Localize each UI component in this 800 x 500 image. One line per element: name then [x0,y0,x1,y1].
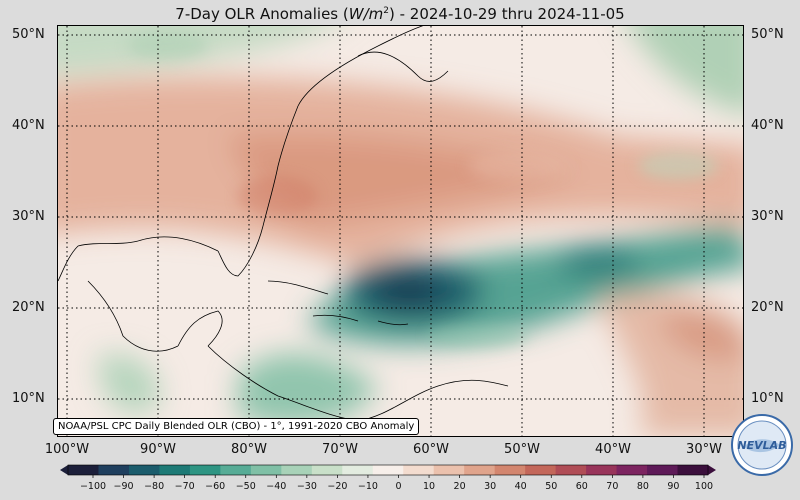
svg-text:NEVLAB: NEVLAB [737,439,786,452]
colorbar-segment [68,465,99,475]
anomaly-texture [128,32,718,348]
colorbar-segment [525,465,557,475]
colorbar-tick-label: 60 [576,481,588,492]
colorbar-tick-label: 70 [606,481,618,492]
colorbar-tick-label: −20 [327,481,347,492]
colorbar-segment [403,465,435,475]
colorbar-segments [60,464,716,476]
colorbar-arrow-max [708,465,716,475]
lat-label-40n: 40°N [12,118,45,133]
lon-label-90w: 90°W [140,442,176,457]
colorbar-segment [311,465,343,475]
lon-label-40w: 40°W [595,442,631,457]
colorbar-tick-label: 10 [423,481,435,492]
colorbar-tick-label: −100 [80,481,106,492]
colorbar-outline [67,464,709,476]
lon-label-30w: 30°W [686,442,722,457]
colorbar-tick-label: −50 [236,481,256,492]
source-note: NOAA/PSL CPC Daily Blended OLR (CBO) - 1… [53,418,420,435]
lat-label-right-10n: 10°N [751,391,784,406]
colorbar-tick-label: −90 [114,481,134,492]
colorbar-segment [281,465,313,475]
map-title: 7-Day OLR Anomalies (W/m2) - 2024-10-29 … [175,5,625,23]
colorbar-tick-label: −80 [144,481,164,492]
colorbar-tick-label: −70 [175,481,195,492]
colorbar-segment [342,465,374,475]
colorbar-segment [464,465,496,475]
colorbar-tick-label: 20 [454,481,466,492]
colorbar-tick-label: 30 [484,481,496,492]
nevlab-logo: NEVLAB [731,414,793,476]
colorbar-segment [372,465,404,475]
colorbar-arrow-min [60,465,68,475]
colorbar-tick-label: −30 [297,481,317,492]
colorbar-segment [189,465,221,475]
lat-label-right-50n: 50°N [751,27,784,42]
coastlines [58,26,509,422]
colorbar-segment [433,465,465,475]
lon-label-100w: 100°W [44,442,90,457]
colorbar-tick-label: 90 [667,481,679,492]
lat-label-right-30n: 30°N [751,209,784,224]
colorbar-segment [616,465,648,475]
colorbar-tick-label: −10 [358,481,378,492]
colorbar-segment [220,465,252,475]
lat-label-30n: 30°N [12,209,45,224]
colorbar-tick-label: −40 [266,481,286,492]
lat-label-right-20n: 20°N [751,300,784,315]
colorbar-tick-label: 40 [515,481,527,492]
colorbar-ticks: −100 −90 −80 −70 −60 −50 −40 −30 −20 −10 0 10 20 30 40… [80,475,713,492]
colorbar-segment [494,465,526,475]
map-panel[interactable] [57,25,744,437]
olr-anomaly-map [58,26,743,436]
lon-label-70w: 70°W [322,442,358,457]
colorbar-segment [555,465,587,475]
colorbar-segment [159,465,191,475]
colorbar-tick-label: −60 [205,481,225,492]
colorbar-tick-label: 80 [637,481,649,492]
lat-label-10n: 10°N [12,391,45,406]
graticule [58,26,743,436]
colorbar-segment [250,465,282,475]
lon-label-80w: 80°W [231,442,267,457]
colorbar-segment [586,465,618,475]
colorbar-segment [677,465,709,475]
lat-label-50n: 50°N [12,27,45,42]
colorbar: −100 −90 −80 −70 −60 −50 −40 −30 −20 −10 0 10 20 30 40… [60,464,716,492]
colorbar-tick-label: 100 [695,481,713,492]
lon-label-50w: 50°W [504,442,540,457]
colorbar-tick-label: 50 [545,481,557,492]
lon-label-60w: 60°W [413,442,449,457]
lat-label-20n: 20°N [12,300,45,315]
colorbar-tick-label: 0 [395,481,401,492]
colorbar-segment [647,465,679,475]
lat-label-right-40n: 40°N [751,118,784,133]
colorbar-segment [98,465,130,475]
colorbar-segment [128,465,160,475]
